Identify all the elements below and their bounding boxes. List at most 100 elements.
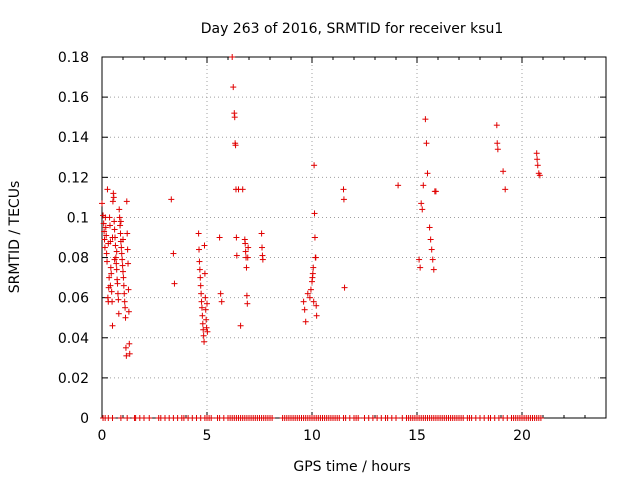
data-point [536, 172, 543, 179]
data-point [313, 312, 320, 319]
data-point [494, 146, 501, 153]
data-point [202, 294, 209, 301]
data-point [123, 198, 130, 205]
data-point [119, 256, 126, 263]
data-point [341, 284, 348, 291]
data-point [104, 186, 111, 193]
data-point [118, 244, 125, 251]
x-tick-label: 10 [303, 428, 321, 444]
data-point [198, 290, 205, 297]
data-point [237, 322, 244, 329]
data-point [126, 350, 133, 357]
data-point [117, 218, 124, 225]
data-point [101, 236, 108, 243]
data-point [202, 306, 209, 313]
data-point [311, 162, 318, 169]
data-point [304, 290, 311, 297]
data-point [300, 298, 307, 305]
data-point [203, 316, 210, 323]
data-point [116, 214, 123, 221]
data-point [119, 262, 126, 269]
data-point [108, 288, 115, 295]
data-point-zero [117, 415, 124, 421]
data-point-zero [355, 415, 362, 421]
data-point-zero [208, 415, 215, 421]
chart-title: Day 263 of 2016, SRMTID for receiver ksu… [201, 21, 504, 37]
data-point [114, 290, 121, 297]
data-point [107, 282, 114, 289]
data-point [109, 234, 116, 241]
data-point [426, 224, 433, 231]
data-point [243, 264, 250, 271]
y-tick-label: 0.08 [58, 251, 89, 267]
data-point [117, 222, 124, 229]
data-point [103, 232, 110, 239]
data-point [114, 280, 121, 287]
data-point [123, 352, 130, 359]
data-point [111, 226, 118, 233]
data-point [109, 298, 116, 305]
x-tick-label: 5 [203, 428, 212, 444]
data-point-zero [109, 415, 116, 421]
data-point [125, 260, 132, 267]
data-point [420, 182, 427, 189]
data-point [106, 214, 113, 221]
data-point [242, 248, 249, 255]
data-point [101, 228, 108, 235]
data-point [196, 258, 203, 265]
data-point [428, 246, 435, 253]
y-tick-label: 0.14 [58, 130, 89, 146]
data-point [106, 222, 113, 229]
data-point [500, 168, 507, 175]
data-point [201, 242, 208, 249]
data-point [110, 194, 117, 201]
data-point [199, 312, 206, 319]
data-point [126, 340, 133, 347]
data-point [259, 256, 266, 263]
data-point [196, 246, 203, 253]
data-point [502, 186, 509, 193]
data-point [106, 274, 113, 281]
data-point [103, 250, 110, 257]
data-point [306, 294, 313, 301]
x-tick-labels: 0 5 10 15 20 [98, 428, 531, 444]
data-point [429, 256, 436, 263]
data-point [168, 196, 175, 203]
data-point [115, 296, 122, 303]
x-tick-label: 15 [408, 428, 426, 444]
data-point [493, 122, 500, 129]
data-point [239, 186, 246, 193]
data-point [199, 320, 206, 327]
data-point [417, 264, 424, 271]
data-point [197, 282, 204, 289]
data-point [101, 244, 108, 251]
y-tick-label: 0.18 [58, 50, 89, 66]
data-point-zero [393, 415, 399, 421]
data-point [121, 290, 128, 297]
data-point [416, 256, 423, 263]
grid-lines [102, 57, 606, 418]
data-point [170, 250, 177, 257]
data-point [418, 200, 425, 207]
data-point [340, 196, 347, 203]
x-tick-label: 0 [98, 428, 107, 444]
data-point [201, 338, 208, 345]
data-point [395, 182, 402, 189]
data-point [115, 310, 122, 317]
data-point [432, 188, 439, 195]
x-tick-label: 20 [513, 428, 531, 444]
data-points [99, 54, 544, 421]
data-point [424, 170, 431, 177]
y-tick-label: 0.04 [58, 331, 89, 347]
data-point [100, 220, 107, 227]
data-point [307, 286, 314, 293]
data-point [200, 332, 207, 339]
axis-ticks [101, 56, 607, 419]
data-point [302, 318, 309, 325]
data-point [122, 344, 129, 351]
data-point [122, 304, 129, 311]
data-point [232, 142, 239, 149]
data-point [107, 264, 114, 271]
data-point [201, 270, 208, 277]
